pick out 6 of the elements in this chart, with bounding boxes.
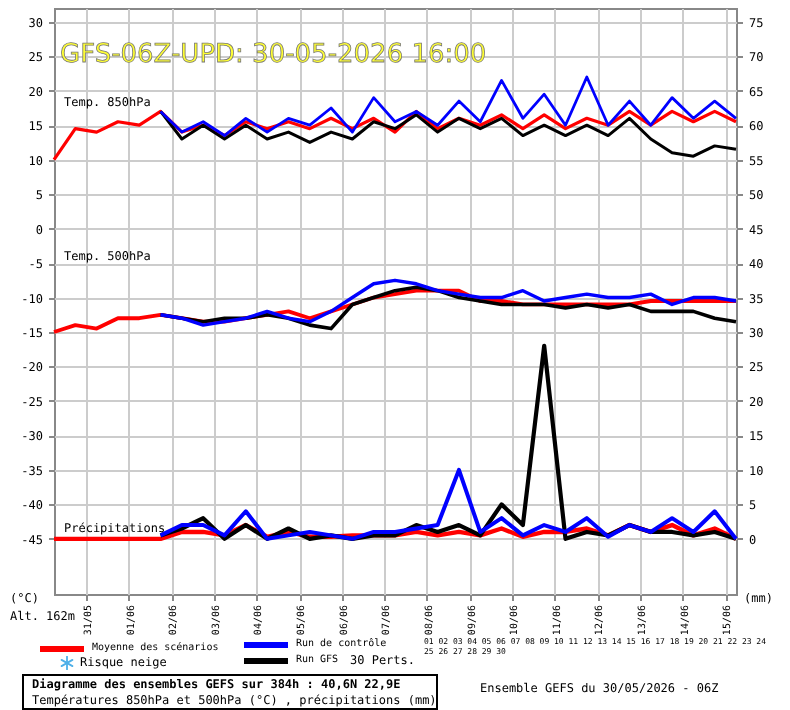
text: GFS-06Z-UPD: 30-05-2026 16:00 <box>60 40 487 70</box>
line-series <box>159 75 738 137</box>
line-series <box>159 109 738 158</box>
line-series <box>158 278 738 327</box>
line-series <box>158 285 738 331</box>
line-series <box>52 109 738 162</box>
